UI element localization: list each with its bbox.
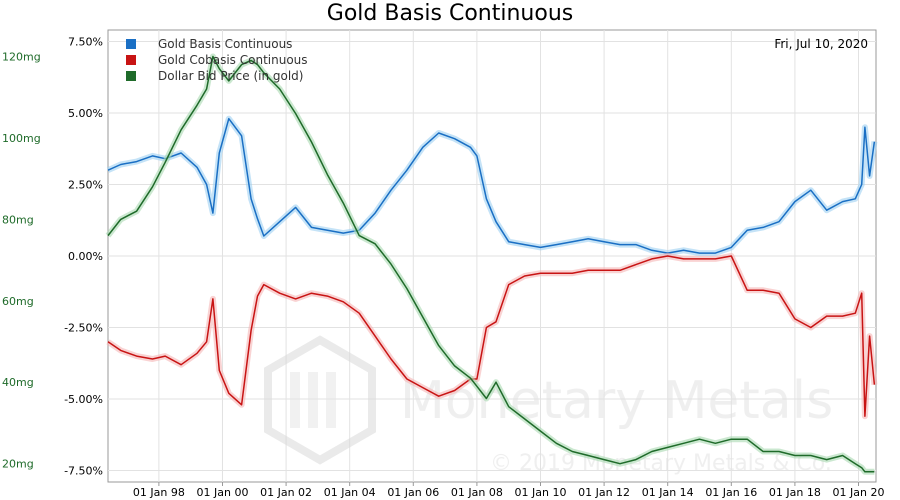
x-tick-label: 01 Jan 08 (451, 486, 503, 499)
x-tick-label: 01 Jan 14 (642, 486, 694, 499)
right-tick-label: -5.00% (64, 393, 103, 406)
x-tick-label: 01 Jan 98 (133, 486, 185, 499)
legend-label-gold-cobasis: Gold Cobasis Continuous (158, 53, 308, 67)
right-tick-label: -2.50% (64, 322, 103, 335)
left-tick-label: 60mg (2, 295, 34, 308)
chart-title: Gold Basis Continuous (327, 1, 573, 26)
x-tick-label: 01 Jan 18 (769, 486, 821, 499)
series-gold-cobasis (107, 255, 876, 417)
right-tick-label: -7.50% (64, 465, 103, 478)
legend: Gold Basis Continuous Gold Cobasis Conti… (126, 37, 308, 83)
watermark-logo (264, 335, 376, 465)
left-tick-label: 120mg (2, 50, 41, 63)
watermark: Monetary Metals © 2019 Monetary Metals &… (264, 335, 833, 476)
legend-label-gold-basis: Gold Basis Continuous (158, 37, 292, 51)
x-tick-label: 01 Jan 20 (833, 486, 885, 499)
legend-swatch-gold-basis (126, 39, 136, 49)
right-tick-label: 0.00% (68, 250, 103, 263)
right-axis: 7.50% 5.00% 2.50% 0.00% -2.50% -5.00% -7.50% (64, 35, 103, 477)
date-label: Fri, Jul 10, 2020 (774, 37, 868, 51)
left-tick-label: 40mg (2, 376, 34, 389)
legend-label-dollar-bid: Dollar Bid Price (in gold) (158, 69, 303, 83)
x-tick-label: 01 Jan 10 (515, 486, 567, 499)
legend-swatch-gold-cobasis (126, 55, 136, 65)
legend-swatch-dollar-bid (126, 71, 136, 81)
right-tick-label: 2.50% (68, 178, 103, 191)
left-tick-label: 100mg (2, 132, 41, 145)
x-tick-label: 01 Jan 16 (705, 486, 757, 499)
x-tick-label: 01 Jan 12 (578, 486, 630, 499)
series-layer (105, 53, 878, 475)
series-gold-basis (107, 117, 876, 254)
x-tick-label: 01 Jan 00 (197, 486, 249, 499)
right-tick-label: 7.50% (68, 35, 103, 48)
series-dollar-bid (107, 55, 875, 473)
grid (108, 30, 876, 482)
left-axis: 120mg 100mg 80mg 60mg 40mg 20mg (2, 50, 41, 470)
x-tick-label: 01 Jan 04 (324, 486, 376, 499)
left-tick-label: 20mg (2, 458, 34, 471)
x-tick-label: 01 Jan 06 (387, 486, 439, 499)
watermark-copyright: © 2019 Monetary Metals & Co. (490, 451, 832, 476)
x-tick-label: 01 Jan 02 (260, 486, 312, 499)
x-axis: 01 Jan 98 01 Jan 00 01 Jan 02 01 Jan 04 01 J… (133, 482, 885, 499)
left-tick-label: 80mg (2, 213, 34, 226)
right-tick-label: 5.00% (68, 107, 103, 120)
